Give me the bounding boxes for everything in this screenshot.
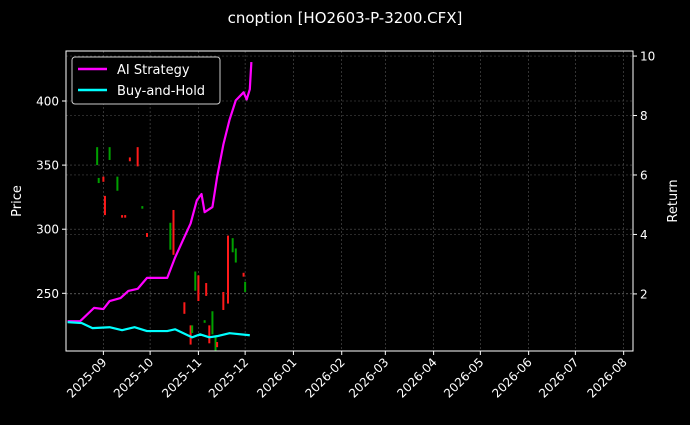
series-line-ai-strategy [67,61,253,323]
x-tick-label: 2026-07 [536,355,581,400]
x-axis: 2025-09 2025-10 2025-11 2025-12 2026-01 2026-… [64,351,630,401]
x-tick-label: 2025-11 [159,355,204,400]
series-lines [67,61,253,339]
legend-label-ai-strategy: AI Strategy [117,63,190,78]
candle [242,272,245,277]
candle [128,157,131,162]
candle [197,275,200,301]
candle [211,311,214,335]
candle [244,281,247,293]
y2-tick-label: 8 [640,109,648,123]
candle [234,248,237,263]
candle [194,271,197,291]
legend-label-buy-and-hold: Buy-and-Hold [117,84,205,99]
x-tick-label: 2026-05 [441,355,486,400]
y2-tick-label: 10 [640,50,655,64]
candle [191,325,194,334]
y-axis-right: 2 4 6 8 10 [633,50,655,301]
y2-tick-label: 6 [640,168,648,182]
legend: AI Strategy Buy-and-Hold [71,56,221,105]
x-tick-label: 2026-02 [302,355,347,400]
y-tick-label: 400 [36,95,59,109]
candle [189,325,192,345]
candle [203,320,206,323]
candle [222,292,225,310]
y-axis-label: Price [10,185,25,217]
candle [103,195,106,216]
candle [97,177,100,184]
candle [146,233,148,237]
x-tick-label: 2026-06 [489,355,534,400]
grid [66,51,633,351]
y-tick-label: 350 [36,159,59,173]
candle [141,206,144,209]
candle [108,147,111,160]
candle [214,335,217,351]
y-tick-label: 250 [36,287,59,301]
candle [96,147,99,166]
x-tick-label: 2026-08 [584,355,629,400]
candles [96,147,247,351]
plot-frame [65,50,634,352]
y-axis-left: 250 300 350 400 [36,95,66,301]
candle [227,235,229,304]
y2-axis-label: Return [666,179,681,222]
x-tick-label: 2026-04 [394,355,439,400]
series-line-buy-and-hold [67,321,250,339]
candle [121,215,124,218]
candle [124,215,127,218]
candle [102,176,105,182]
y2-tick-label: 4 [640,228,648,242]
x-tick-label: 2026-01 [254,355,299,400]
candle [116,176,119,191]
y-tick-label: 300 [36,223,59,237]
candle [205,283,208,296]
x-tick-label: 2025-12 [206,355,251,400]
legend-box [71,56,221,105]
candle [172,209,175,255]
candle [231,238,234,253]
x-tick-label: 2025-09 [64,355,109,400]
candle [216,342,219,348]
x-tick-label: 2025-10 [111,355,156,400]
candle [136,147,139,167]
candle [183,302,186,314]
y2-tick-label: 2 [640,287,648,301]
x-tick-label: 2026-03 [346,355,391,400]
candle [169,222,172,250]
chart-title: cnoption [HO2603-P-3200.CFX] [228,9,463,27]
candle [208,325,211,344]
